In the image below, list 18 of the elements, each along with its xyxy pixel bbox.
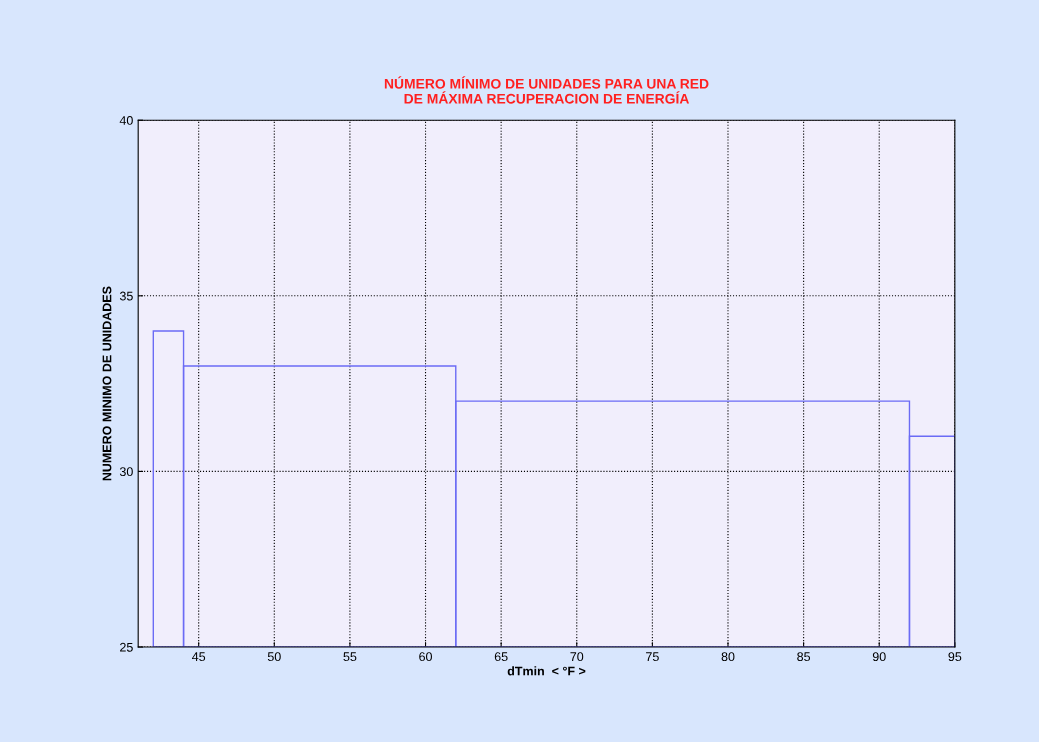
x-tick-label: 80 (721, 652, 735, 662)
y-tick-label: 25 (120, 642, 133, 652)
x-tick-label: 95 (948, 652, 962, 662)
x-tick-label: 75 (646, 652, 659, 662)
y-tick-label: 40 (119, 116, 133, 125)
y-tick-label: 30 (119, 467, 133, 477)
x-tick-label: 50 (267, 652, 281, 662)
y-tick-label: 35 (119, 291, 133, 301)
x-tick-label: 85 (797, 652, 811, 662)
x-tick-label: 45 (192, 652, 206, 662)
y-axis-title: NUMERO MINIMO DE UNIDADES (102, 286, 112, 481)
x-axis-title: dTmin < °F > (507, 666, 586, 676)
chart-title: NÚMERO MÍNIMO DE UNIDADES PARA UNA RED DE MÁXIMA RECUPERACION DE ENERGÍA (384, 76, 709, 104)
x-tick-label: 90 (872, 652, 886, 662)
x-tick-label: 60 (419, 652, 432, 662)
x-tick-label: 65 (494, 652, 508, 662)
x-tick-label: 55 (343, 652, 357, 662)
x-tick-label: 70 (570, 652, 584, 662)
